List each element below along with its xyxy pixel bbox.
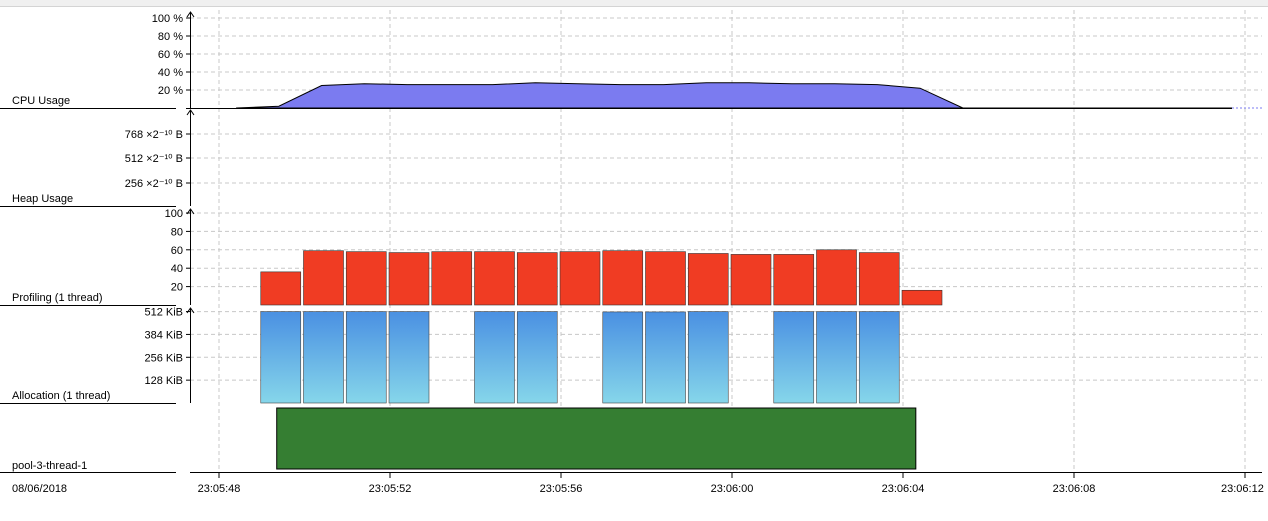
profiling-bars	[260, 249, 943, 306]
allocation-tick-label: 256 KiB	[144, 352, 183, 364]
y-axis-arrow	[186, 307, 195, 314]
time-tick-label: 23:05:52	[369, 483, 412, 495]
heap-usage-label: Heap Usage	[12, 193, 73, 205]
cpu-usage-area	[236, 82, 1232, 109]
cpu-tick-label: 40 %	[158, 67, 183, 79]
profiling-tick-label: 40	[171, 263, 183, 275]
cpu-tick-label: 20 %	[158, 85, 183, 97]
allocation-bar[interactable]	[687, 311, 729, 404]
profiling-bar[interactable]	[345, 251, 387, 306]
thread-label: pool-3-thread-1	[12, 460, 87, 472]
profiling-tick-label: 80	[171, 226, 183, 238]
profiling-bar[interactable]	[901, 289, 943, 306]
cpu-usage-track[interactable]: CPU Usage 100 % 80 % 60 % 40 % 20 %	[12, 13, 1262, 109]
profiling-bar[interactable]	[645, 251, 686, 306]
allocation-bar[interactable]	[773, 311, 815, 404]
profiling-tick-label: 100	[165, 208, 183, 220]
allocation-bar[interactable]	[602, 311, 644, 404]
allocation-tick-label: 128 KiB	[144, 375, 183, 387]
date-label: 08/06/2018	[12, 483, 67, 495]
allocation-bar[interactable]	[303, 311, 344, 404]
allocation-tick-label: 384 KiB	[144, 329, 183, 341]
profiling-bar[interactable]	[730, 254, 772, 306]
allocation-bar[interactable]	[516, 311, 558, 404]
time-tick-label: 23:05:56	[540, 483, 583, 495]
allocation-bar[interactable]	[388, 311, 430, 404]
profiling-label: Profiling (1 thread)	[12, 292, 103, 304]
profiling-bar[interactable]	[260, 271, 302, 306]
allocation-bar[interactable]	[816, 311, 857, 404]
profiling-bar[interactable]	[431, 251, 473, 306]
time-tick-label: 23:06:12	[1221, 483, 1264, 495]
time-axis-ticks: 23:05:48 23:05:52 23:05:56 23:06:00 23:06:04…	[198, 472, 1264, 495]
time-axis: 23:05:48 23:05:52 23:05:56 23:06:00 23:06:04…	[12, 472, 1264, 495]
allocation-bar[interactable]	[260, 311, 302, 404]
heap-tick-label: 512 ×2⁻¹⁰ B	[125, 153, 183, 165]
time-tick-label: 23:06:08	[1053, 483, 1096, 495]
y-axis-arrow	[186, 109, 195, 116]
allocation-bars	[260, 311, 900, 404]
y-axis-arrow	[186, 11, 195, 18]
profiling-tick-label: 20	[171, 282, 183, 294]
time-tick-label: 23:06:04	[882, 483, 925, 495]
allocation-track[interactable]: Allocation (1 thread) 512 KiB 384 KiB 256 …	[12, 307, 900, 404]
time-tick-label: 23:06:00	[711, 483, 754, 495]
track-separators	[0, 108, 176, 473]
allocation-bar[interactable]	[474, 311, 515, 404]
profiling-bar[interactable]	[687, 253, 729, 306]
profiling-track[interactable]: Profiling (1 thread) 100 80 60 40 20	[12, 208, 943, 306]
cpu-y-ticks: 100 % 80 % 60 % 40 % 20 %	[152, 13, 190, 97]
thread-track[interactable]: pool-3-thread-1	[12, 407, 917, 472]
track-y-axes	[186, 11, 1232, 403]
profiling-bar[interactable]	[474, 251, 515, 306]
profiling-bar[interactable]	[388, 252, 430, 306]
allocation-bar[interactable]	[645, 311, 686, 404]
heap-tick-label: 256 ×2⁻¹⁰ B	[125, 178, 183, 190]
allocation-tick-label: 512 KiB	[144, 307, 183, 319]
profiling-bar[interactable]	[773, 254, 815, 306]
profiling-bar[interactable]	[858, 252, 900, 306]
profiling-bar[interactable]	[559, 251, 601, 306]
profiling-bar[interactable]	[602, 250, 644, 306]
allocation-label: Allocation (1 thread)	[12, 390, 110, 402]
profiling-bar[interactable]	[816, 249, 857, 306]
allocation-bar[interactable]	[858, 311, 900, 404]
cpu-tick-label: 100 %	[152, 13, 183, 25]
y-axis-arrow	[186, 208, 195, 215]
cpu-usage-label: CPU Usage	[12, 95, 70, 107]
heap-tick-label: 768 ×2⁻¹⁰ B	[125, 129, 183, 141]
cpu-tick-label: 80 %	[158, 31, 183, 43]
allocation-y-ticks: 512 KiB 384 KiB 256 KiB 128 KiB	[144, 307, 190, 387]
time-tick-label: 23:05:48	[198, 483, 241, 495]
heap-y-ticks: 768 ×2⁻¹⁰ B 512 ×2⁻¹⁰ B 256 ×2⁻¹⁰ B	[125, 129, 190, 190]
profiling-tick-label: 60	[171, 245, 183, 257]
allocation-bar[interactable]	[345, 311, 387, 404]
profiling-y-ticks: 100 80 60 40 20	[165, 208, 190, 294]
window-top-strip	[0, 0, 1268, 7]
thread-activity-bar[interactable]	[276, 407, 917, 470]
profiling-bar[interactable]	[516, 252, 558, 306]
profiling-bar[interactable]	[303, 250, 344, 306]
heap-usage-track[interactable]: Heap Usage 768 ×2⁻¹⁰ B 512 ×2⁻¹⁰ B 256 ×2⁻…	[12, 129, 190, 205]
cpu-tick-label: 60 %	[158, 49, 183, 61]
